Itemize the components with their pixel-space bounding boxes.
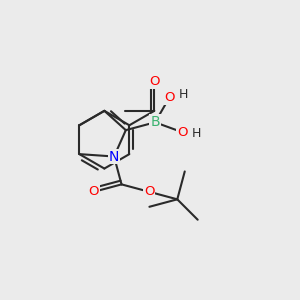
Text: H: H (179, 88, 188, 101)
Text: H: H (192, 127, 201, 140)
Text: O: O (164, 91, 175, 104)
Text: O: O (144, 185, 155, 198)
Text: O: O (149, 76, 160, 88)
Text: O: O (177, 126, 188, 139)
Text: N: N (109, 149, 119, 164)
Text: B: B (150, 115, 160, 129)
Text: O: O (88, 185, 99, 198)
